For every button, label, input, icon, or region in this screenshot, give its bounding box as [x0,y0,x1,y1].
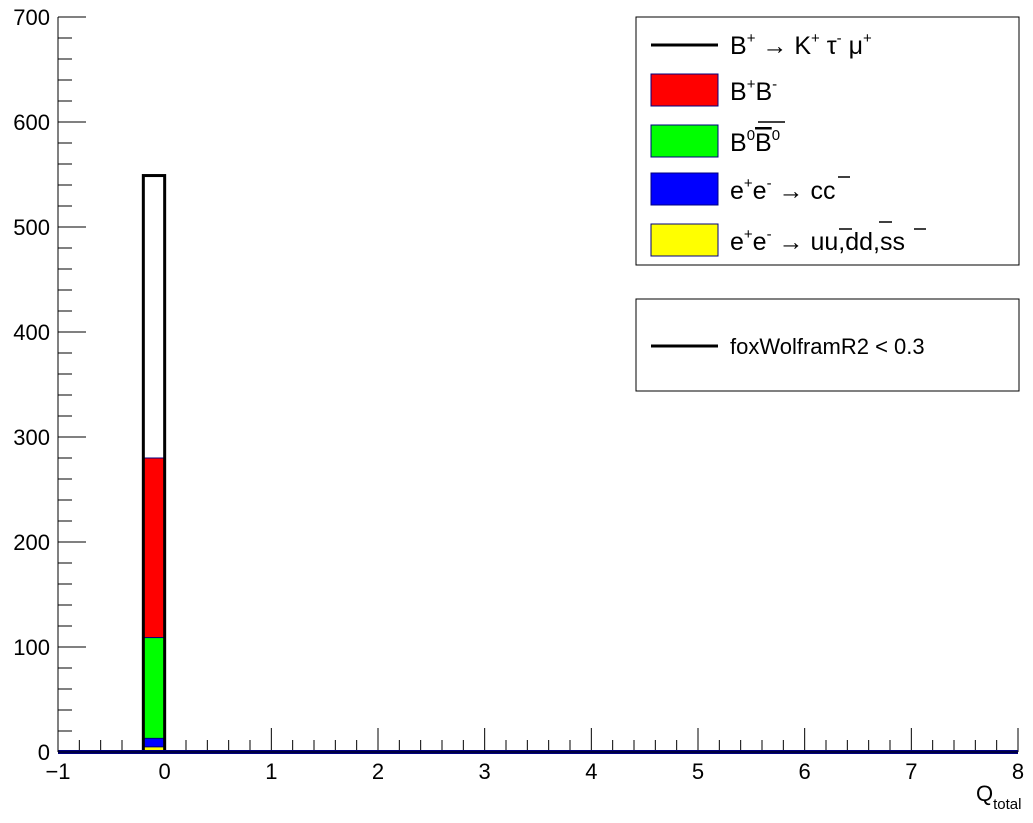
x-axis: −1 0 1 2 3 4 5 6 7 8 [45,728,1024,784]
x-tick-label: −1 [45,759,70,784]
stacked-bar-segment [142,637,166,739]
x-tick-label: 5 [692,759,704,784]
x-tick-label: 1 [265,759,277,784]
cut-legend-label: foxWolframR2 < 0.3 [730,334,925,359]
legend-swatch-uds [650,223,719,257]
x-tick-label: 6 [799,759,811,784]
y-tick-label: 200 [13,530,50,555]
y-tick-label: 300 [13,425,50,450]
y-tick-label: 700 [13,5,50,30]
y-tick-label: 100 [13,635,50,660]
y-tick-label: 0 [38,740,50,765]
y-axis: 0 100 200 300 400 500 600 700 [13,5,86,765]
legend-swatch-b0b0 [650,124,719,158]
x-axis-title-main: Q [976,781,993,806]
y-tick-label: 400 [13,320,50,345]
x-tick-label: 8 [1012,759,1024,784]
stacked-bar-segment [142,457,166,639]
legend-swatch-cc [650,172,719,206]
legend-swatch-bpbm [650,73,719,107]
x-tick-label: 7 [905,759,917,784]
y-tick-label: 500 [13,215,50,240]
x-axis-title-subscript: total [993,796,1021,813]
x-tick-label: 4 [585,759,597,784]
x-tick-label: 0 [159,759,171,784]
x-tick-label: 3 [479,759,491,784]
legend-label-uds: e+e- → uu,dd,ss [730,226,905,256]
cut-legend: foxWolframR2 < 0.3 [635,298,1020,392]
legend: B+ → K+ τ- μ+ B+B- B0B0 e+e- → cc e+e- →… [635,16,1020,266]
stacked-bar-segment [142,737,166,748]
x-axis-title: Qtotal [976,781,1021,813]
y-tick-label: 600 [13,110,50,135]
x-tick-label: 2 [372,759,384,784]
